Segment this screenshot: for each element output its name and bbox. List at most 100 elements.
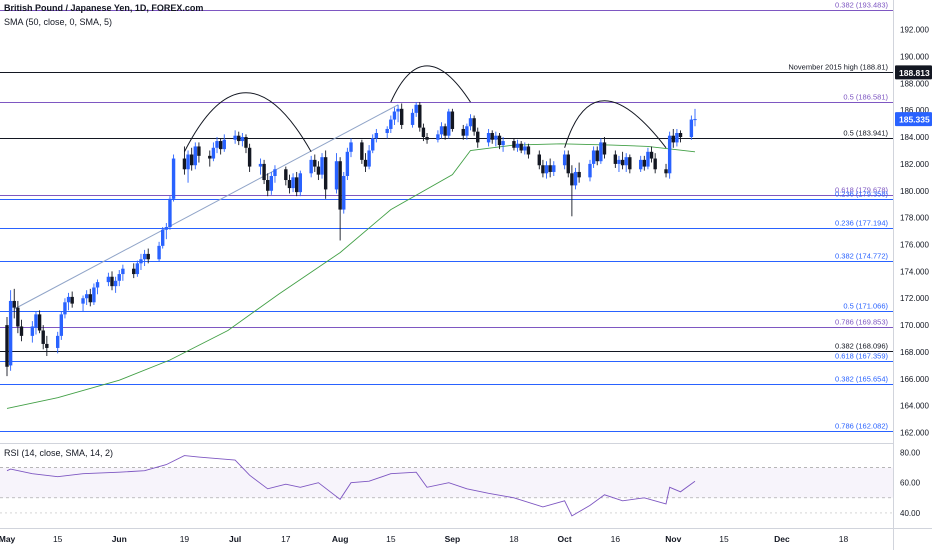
candle-body <box>8 300 13 366</box>
time-tick-label: 18 <box>509 534 519 544</box>
price-tick-label: 180.000 <box>900 187 929 196</box>
price-tick-label: 188.000 <box>900 79 929 88</box>
current-price-badge <box>895 112 932 127</box>
time-axis[interactable]: May 15 Jun 19 Jul 17 Aug 15 Sep 18 Oct 16 Nov 15 Dec 18 <box>0 534 848 544</box>
marked-level-badge <box>895 65 932 80</box>
price-tick-label: 190.000 <box>900 52 929 61</box>
candle-body <box>349 142 353 152</box>
candle-body <box>269 175 274 191</box>
candle-body <box>523 146 527 151</box>
level-label: 0.5 (183.941) <box>843 129 888 138</box>
rsi-legend: RSI (14, close, SMA, 14, 2) <box>4 448 114 458</box>
candle-body <box>63 302 67 315</box>
candle-body <box>595 150 599 162</box>
candle-body <box>168 198 172 228</box>
level-label: 0.382 (174.772) <box>835 252 888 261</box>
candle-body <box>132 268 136 275</box>
candle-body <box>19 326 24 336</box>
price-tick-label: 182.000 <box>900 160 929 169</box>
trendline-segment <box>14 104 399 310</box>
time-tick-label: 17 <box>281 534 291 544</box>
candle-body <box>389 119 393 129</box>
candle-body <box>399 108 404 125</box>
candle-body <box>41 330 45 344</box>
time-tick-label: Oct <box>558 534 572 544</box>
candle-body <box>573 171 578 186</box>
candle-body <box>447 111 451 136</box>
level-label: 0.618 (167.359) <box>835 352 888 361</box>
candle-body <box>55 335 60 348</box>
price-tick-label: 164.000 <box>900 402 929 411</box>
price-tick-label: 162.000 <box>900 429 929 438</box>
candle-body <box>363 159 368 167</box>
candle-body <box>646 151 650 167</box>
candle-body <box>291 177 295 189</box>
time-tick-label: Jun <box>112 534 127 544</box>
candle-body <box>562 154 567 166</box>
candle-body <box>418 104 422 128</box>
candle-body <box>671 135 675 143</box>
price-tick-label: 178.000 <box>900 214 929 223</box>
candle-body <box>193 146 197 166</box>
candle-body <box>16 307 20 327</box>
candle-body <box>164 227 169 230</box>
candle-body <box>320 157 324 175</box>
candle-body <box>664 169 668 174</box>
candle-body <box>577 171 581 178</box>
fibonacci-levels: 0.382 (193.483) November 2015 high (188.8… <box>0 1 893 432</box>
candle-body <box>342 175 346 210</box>
candle-body <box>599 142 603 162</box>
candle-body <box>233 135 237 140</box>
candle-body <box>135 263 140 275</box>
candle-body <box>313 159 317 167</box>
candle-body <box>81 298 85 304</box>
candle-body <box>693 119 697 121</box>
candle-body <box>338 161 342 210</box>
candle-body <box>624 157 628 166</box>
level-label: 0.382 (168.096) <box>835 342 888 351</box>
time-tick-label: 16 <box>611 534 621 544</box>
candle-body <box>465 126 469 136</box>
candle-body <box>385 128 389 134</box>
candle-body <box>66 296 71 303</box>
time-tick-label: 18 <box>839 534 849 544</box>
candle-body <box>211 147 216 159</box>
candle-body <box>298 173 303 193</box>
candle-body <box>345 151 350 176</box>
level-label: 0.786 (169.853) <box>835 318 888 327</box>
price-tick-label: 186.000 <box>900 106 929 115</box>
candle-body <box>519 143 523 151</box>
candle-body <box>88 294 92 303</box>
time-tick-label: Jul <box>229 534 241 544</box>
candle-body <box>548 165 552 172</box>
candle-body <box>360 142 364 160</box>
candle-body <box>316 166 321 175</box>
candle-body <box>110 276 114 287</box>
rsi-line <box>6 455 696 517</box>
candle-body <box>642 159 647 167</box>
candle-body <box>287 180 292 189</box>
candle-body <box>244 137 248 148</box>
candle-body <box>541 165 545 174</box>
candle-body <box>30 326 35 336</box>
pattern-arcs <box>183 65 667 153</box>
candle-body <box>113 280 118 287</box>
candle-body <box>512 141 516 148</box>
candle-body <box>638 159 643 170</box>
candle-body <box>497 135 502 146</box>
candle-body <box>157 245 161 260</box>
candle-body <box>208 155 212 159</box>
price-tick-label: 170.000 <box>900 321 929 330</box>
candle-body <box>34 314 38 328</box>
price-tick-label: 184.000 <box>900 133 929 142</box>
rsi-tick-label: 60.00 <box>900 479 921 488</box>
candle-body <box>367 150 371 167</box>
candle-body <box>92 287 96 303</box>
time-tick-label: Aug <box>332 534 349 544</box>
candle-body <box>436 134 440 140</box>
candle-body <box>472 118 476 132</box>
price-axis[interactable]: 192.000 190.000 188.000 186.000 184.000 182.0… <box>895 26 932 438</box>
pattern-arc <box>390 65 471 103</box>
